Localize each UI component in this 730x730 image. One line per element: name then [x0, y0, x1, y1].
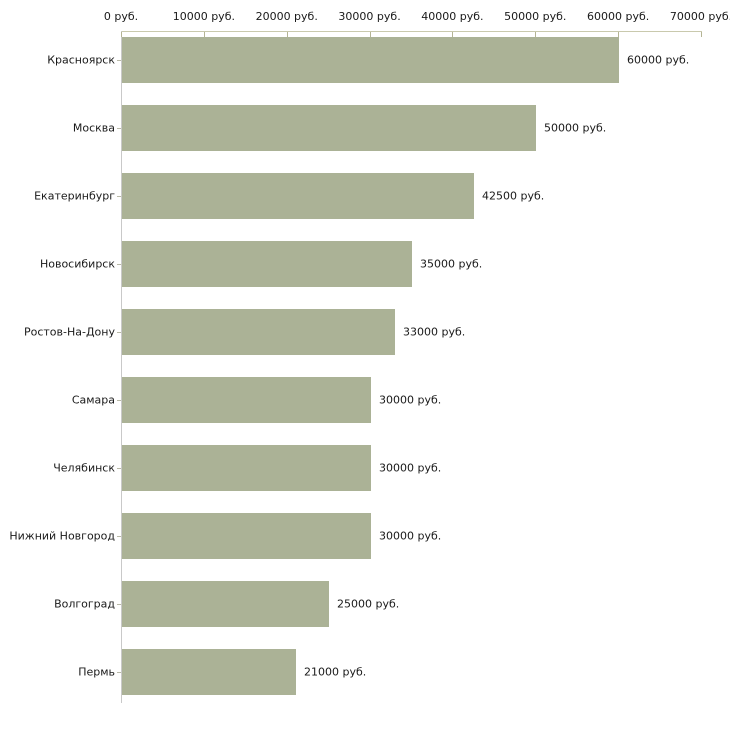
bar: [122, 173, 474, 219]
bar: [122, 649, 296, 695]
x-axis-tick: [452, 32, 454, 37]
x-axis-tick: [286, 32, 288, 37]
x-axis-tick-label: 30000 руб.: [338, 10, 401, 23]
value-label: 21000 руб.: [304, 665, 367, 679]
value-label: 50000 руб.: [544, 121, 607, 135]
x-axis-line: [121, 31, 702, 32]
category-label: Ростов-На-Дону: [23, 325, 115, 339]
bar: [122, 377, 371, 423]
x-axis-tick-label: 70000 руб.: [669, 10, 730, 23]
category-label: Волгоград: [54, 597, 115, 611]
category-label: Пермь: [78, 665, 115, 679]
bar: [122, 105, 536, 151]
x-axis-tick-label: 0 руб.: [103, 10, 139, 23]
x-axis-tick: [618, 32, 620, 37]
x-axis-tick: [121, 32, 122, 37]
category-label: Нижний Новгород: [9, 529, 115, 543]
bar: [122, 241, 412, 287]
x-axis-tick: [701, 32, 702, 37]
category-label: Челябинск: [53, 461, 115, 475]
category-label: Екатеринбург: [34, 189, 115, 203]
category-tick: [117, 332, 121, 333]
value-label: 42500 руб.: [482, 189, 545, 203]
bar: [122, 309, 395, 355]
category-tick: [117, 672, 121, 673]
bar: [122, 37, 619, 83]
category-tick: [117, 60, 121, 61]
value-label: 30000 руб.: [379, 393, 442, 407]
category-label: Самара: [71, 393, 115, 407]
x-axis-tick-label: 10000 руб.: [172, 10, 235, 23]
x-axis-tick-label: 20000 руб.: [255, 10, 318, 23]
value-label: 35000 руб.: [420, 257, 483, 271]
x-axis-tick-label: 50000 руб.: [504, 10, 567, 23]
category-tick: [117, 196, 121, 197]
y-axis-line: [121, 31, 122, 703]
category-label: Новосибирск: [39, 257, 115, 271]
value-label: 30000 руб.: [379, 529, 442, 543]
x-axis-tick: [535, 32, 537, 37]
category-label: Москва: [72, 121, 115, 135]
x-axis-tick-label: 60000 руб.: [587, 10, 650, 23]
category-tick: [117, 128, 121, 129]
category-tick: [117, 264, 121, 265]
value-label: 25000 руб.: [337, 597, 400, 611]
bar: [122, 513, 371, 559]
category-tick: [117, 468, 121, 469]
x-axis-tick: [369, 32, 371, 37]
category-tick: [117, 604, 121, 605]
category-tick: [117, 536, 121, 537]
category-label: Красноярск: [47, 53, 115, 67]
x-axis-tick-label: 40000 руб.: [421, 10, 484, 23]
value-label: 60000 руб.: [627, 53, 690, 67]
x-axis-tick: [203, 32, 205, 37]
bar: [122, 445, 371, 491]
value-label: 33000 руб.: [403, 325, 466, 339]
value-label: 30000 руб.: [379, 461, 442, 475]
category-tick: [117, 400, 121, 401]
bar: [122, 581, 329, 627]
